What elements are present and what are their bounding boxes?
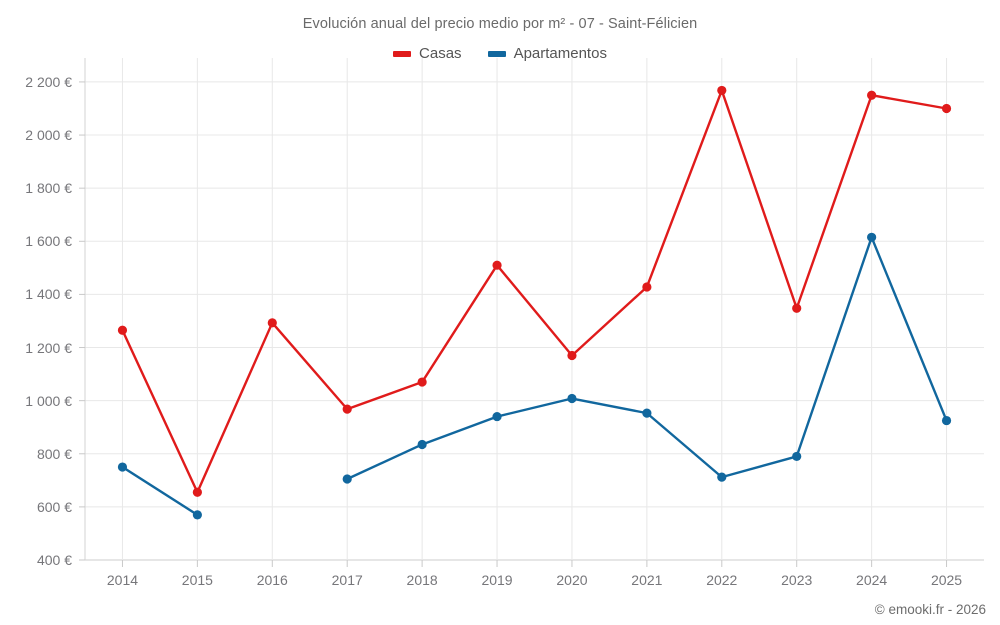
y-axis-tick-label: 600 € xyxy=(36,498,72,515)
y-axis-tick-label: 800 € xyxy=(36,445,72,462)
y-axis-tick-label: 400 € xyxy=(36,552,72,568)
y-axis-tick-label: 1 400 € xyxy=(25,286,72,303)
y-axis-tick-label: 1 200 € xyxy=(25,339,72,356)
data-point[interactable] xyxy=(867,232,877,242)
data-point[interactable] xyxy=(417,377,427,387)
data-point[interactable] xyxy=(117,462,128,472)
data-point[interactable] xyxy=(117,325,128,335)
series-line xyxy=(121,89,948,494)
y-axis-tick-label: 1 000 € xyxy=(25,392,72,409)
data-point[interactable] xyxy=(941,103,952,114)
data-series xyxy=(117,85,952,520)
legend-label-casas: Casas xyxy=(419,45,462,62)
x-axis-tick-label: 2021 xyxy=(631,572,663,588)
x-axis-tick-label: 2018 xyxy=(406,572,438,588)
data-point[interactable] xyxy=(717,472,727,482)
x-axis-tick-label: 2017 xyxy=(331,572,363,588)
series-apartamentos xyxy=(117,232,952,520)
data-point[interactable] xyxy=(867,90,877,100)
data-point[interactable] xyxy=(941,415,952,426)
data-point[interactable] xyxy=(642,282,652,292)
x-axis-tick-label: 2024 xyxy=(856,572,888,588)
data-point[interactable] xyxy=(492,411,502,422)
data-point[interactable] xyxy=(792,451,802,462)
data-point[interactable] xyxy=(192,510,202,520)
legend-item-apartamentos[interactable]: Apartamentos xyxy=(487,45,607,62)
series-casas xyxy=(117,85,952,497)
x-axis-tick-label: 2019 xyxy=(481,572,513,588)
copyright-credit: © emooki.fr - 2026 xyxy=(874,602,986,617)
x-axis-tick-label: 2016 xyxy=(256,572,288,588)
y-axis-tick-label: 2 000 € xyxy=(25,127,72,144)
x-axis-tick-label: 2014 xyxy=(106,572,139,588)
legend-label-apartamentos: Apartamentos xyxy=(513,45,607,62)
data-point[interactable] xyxy=(642,408,652,418)
x-axis-tick-label: 2022 xyxy=(706,572,738,588)
x-axis-tick-label: 2025 xyxy=(930,572,963,588)
data-point[interactable] xyxy=(267,318,277,328)
data-point[interactable] xyxy=(792,303,802,313)
x-axis-tick-label: 2023 xyxy=(781,572,813,588)
legend-swatch-casas xyxy=(393,50,412,57)
data-point[interactable] xyxy=(417,439,427,450)
data-point[interactable] xyxy=(567,393,577,404)
chart-title: Evolución anual del precio medio por m² … xyxy=(302,16,698,32)
data-point[interactable] xyxy=(567,350,577,361)
x-axis-tick-label: 2015 xyxy=(181,572,213,588)
data-point[interactable] xyxy=(717,85,727,96)
chart-legend: Casas Apartamentos xyxy=(0,45,1000,62)
data-point[interactable] xyxy=(192,487,202,497)
y-axis-tick-label: 1 800 € xyxy=(25,180,72,197)
data-point[interactable] xyxy=(342,404,352,414)
data-point[interactable] xyxy=(342,474,352,484)
data-point[interactable] xyxy=(492,260,502,270)
series-line xyxy=(121,465,199,517)
legend-swatch-apartamentos xyxy=(487,50,506,57)
y-axis-tick-label: 1 600 € xyxy=(25,233,72,250)
y-axis-tick-label: 2 200 € xyxy=(25,73,72,90)
legend-item-casas[interactable]: Casas xyxy=(393,45,462,62)
axis-ticks xyxy=(79,81,948,567)
x-axis-tick-label: 2020 xyxy=(556,572,588,588)
